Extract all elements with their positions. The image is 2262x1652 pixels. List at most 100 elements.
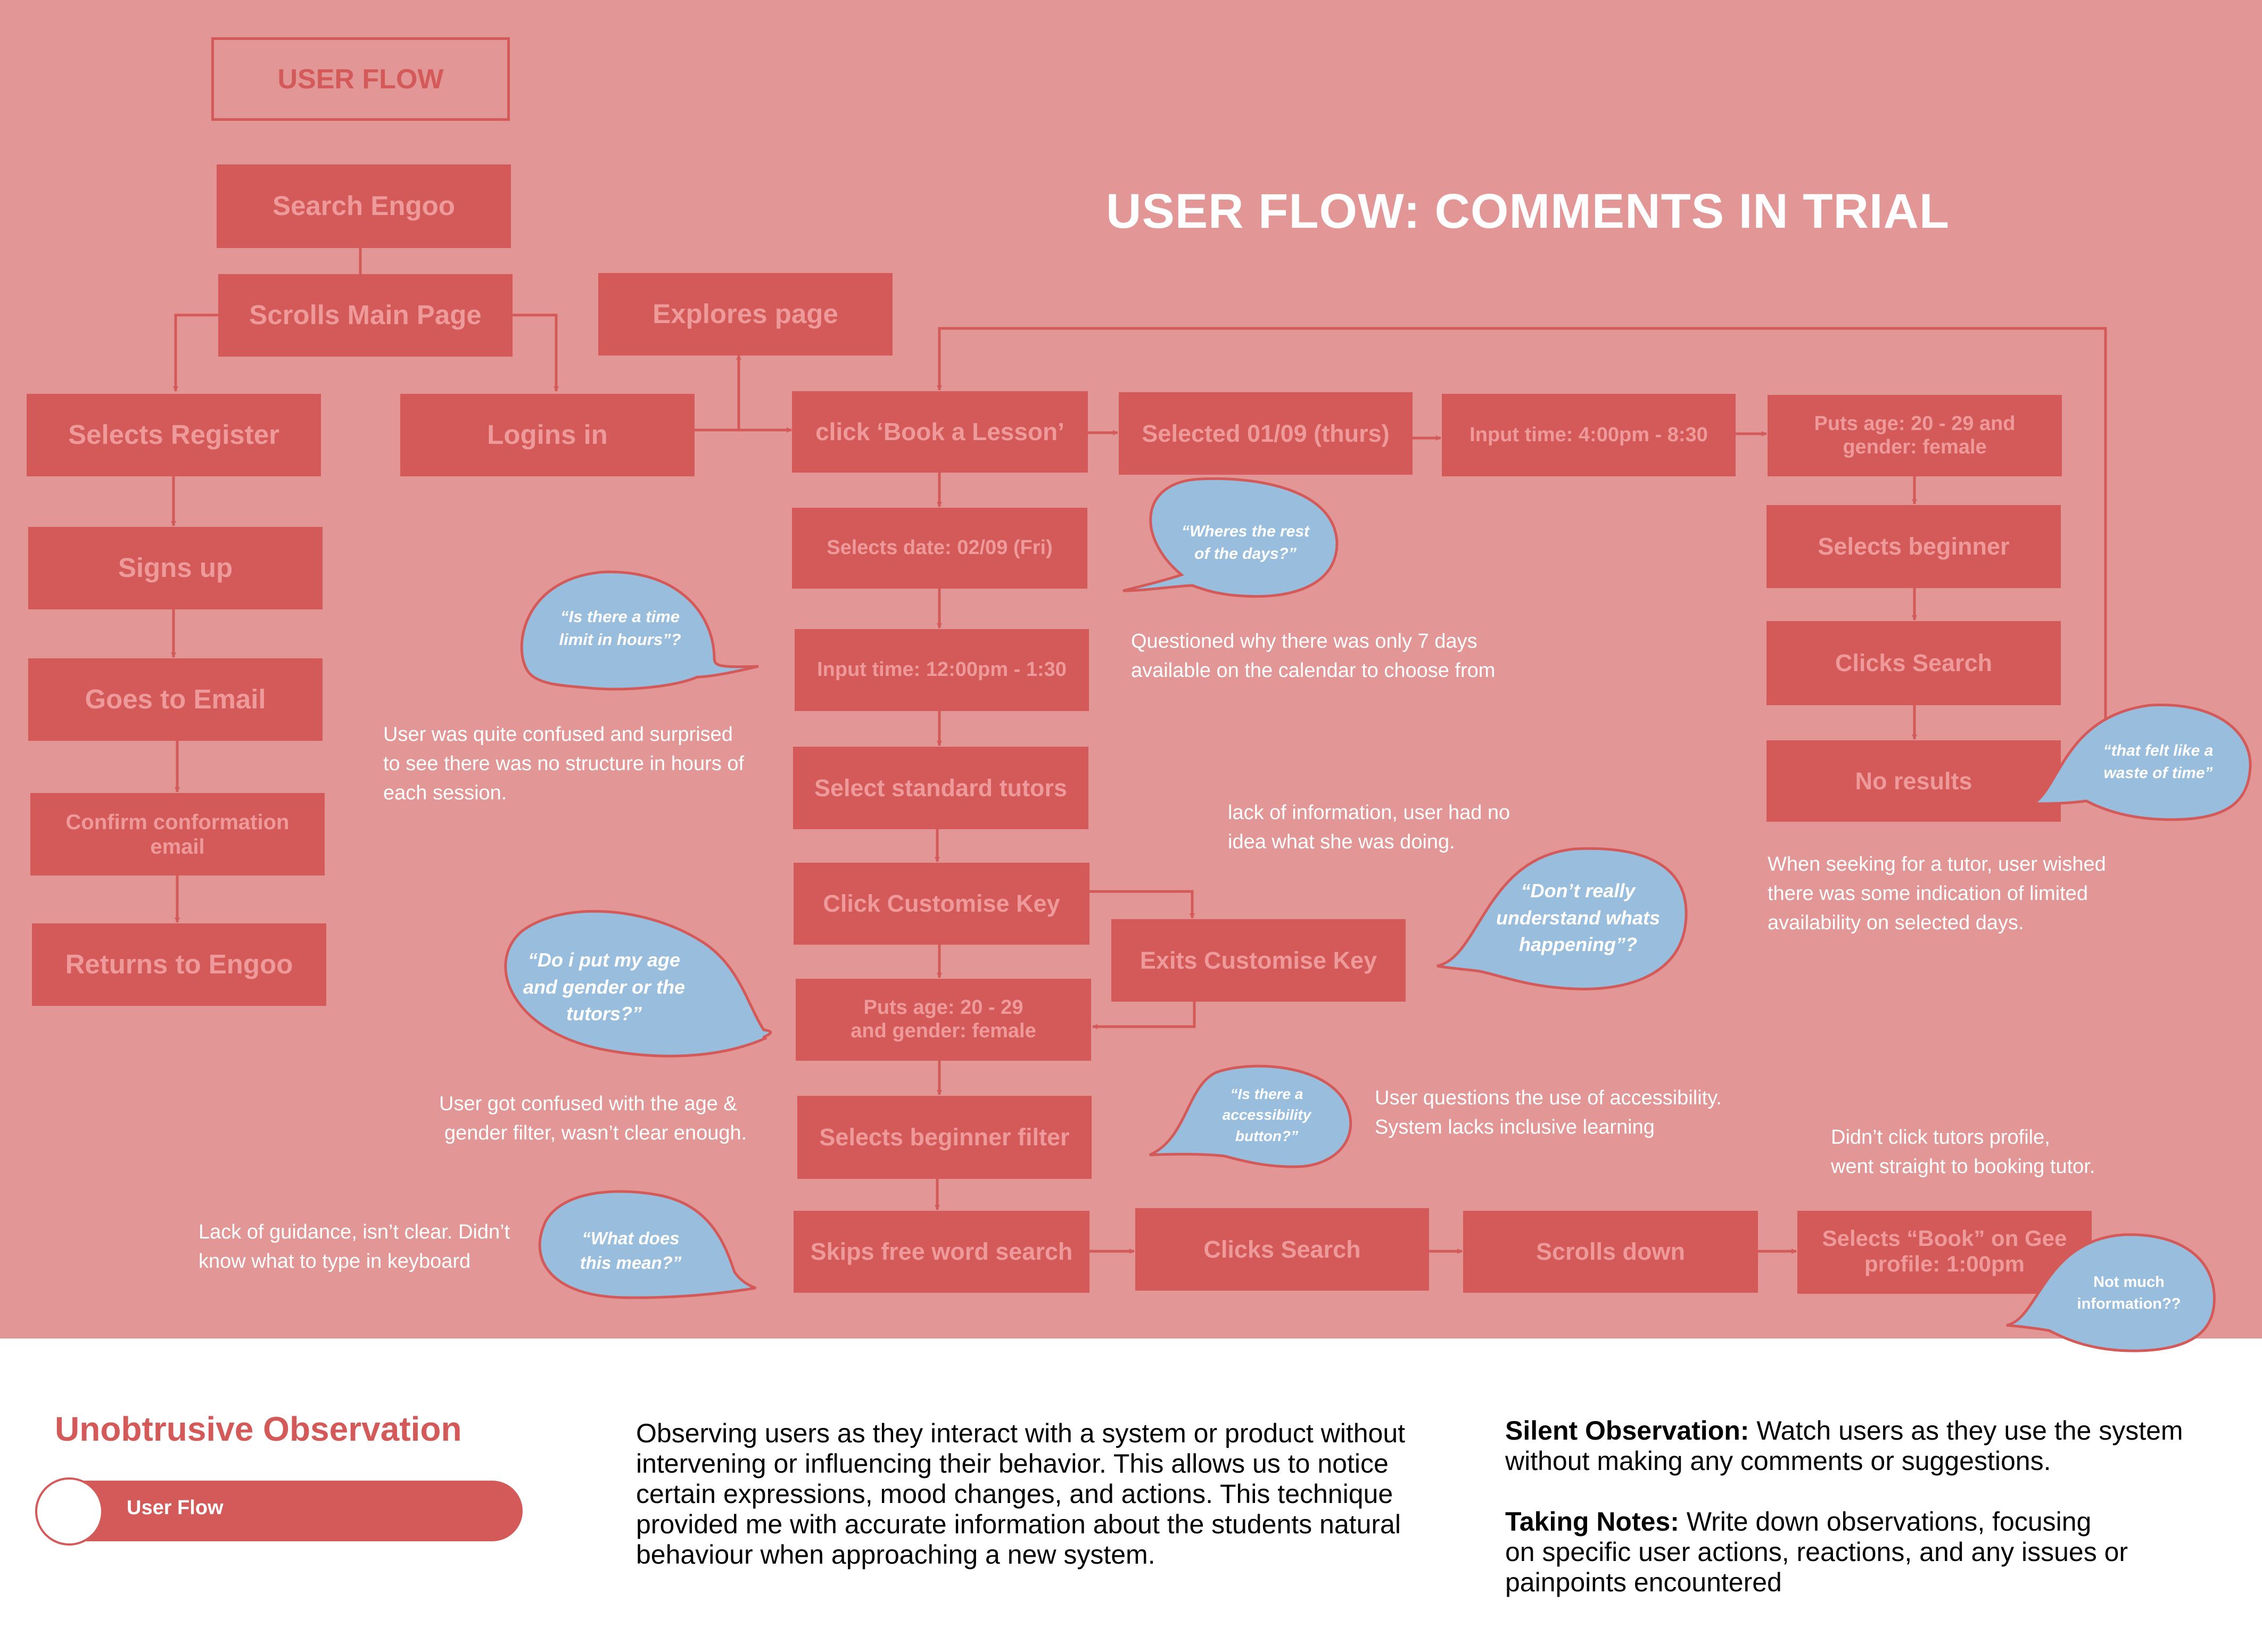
bubble-text-wheres-rest: “Wheres the rest of the days?” <box>1166 511 1325 575</box>
step-label: Selects date: 02/09 (Fri) <box>827 536 1053 559</box>
step-skips-free-word-search: Skips free word search <box>794 1211 1089 1293</box>
bubble-line: “Wheres the rest <box>1181 523 1310 540</box>
step-label: Exits Customise Key <box>1140 946 1377 974</box>
step-click-customise-key: Click Customise Key <box>794 863 1089 945</box>
step-input-time-12pm: Input time: 12:00pm - 1:30 <box>795 629 1089 711</box>
bubble-text-not-much: Not much information?? <box>2060 1259 2198 1328</box>
bubble-line: “Don’t really <box>1521 880 1636 902</box>
silent-observation-text: Watch users as they use the system <box>1749 1416 2183 1446</box>
bubble-line: “What does <box>582 1228 680 1248</box>
step-label: Search Engoo <box>273 191 455 221</box>
step-label-line: Selects “Book” on Gee <box>1822 1226 2067 1251</box>
step-selects-book-gee: Selects “Book” on Gee profile: 1:00pm <box>1797 1211 2092 1294</box>
bubble-line: understand whats <box>1496 906 1661 929</box>
bubble-line: information?? <box>2077 1295 2181 1312</box>
step-label: Selects beginner filter <box>819 1124 1070 1151</box>
note-line: idea what she was doing. <box>1228 831 1455 853</box>
note-accessibility: User questions the use of accessibility.… <box>1375 1084 1722 1142</box>
bubble-line: tutors?” <box>566 1003 642 1025</box>
bubble-line: Not much <box>2093 1274 2165 1291</box>
note-guidance: Lack of guidance, isn’t clear. Didn’t kn… <box>199 1218 510 1276</box>
taking-notes-term: Taking Notes: <box>1505 1507 1679 1537</box>
step-scrolls-main-page: Scrolls Main Page <box>218 274 513 357</box>
footer-description: Observing users as they interact with a … <box>636 1418 1405 1570</box>
step-label: Scrolls down <box>1535 1238 1686 1266</box>
step-label: Input time: 4:00pm - 8:30 <box>1470 423 1708 446</box>
user-flow-label-box: USER FLOW <box>211 37 510 121</box>
step-label: No results <box>1855 767 1972 795</box>
step-label: Clicks Search <box>1835 649 1993 677</box>
bubble-line: limit in hours”? <box>559 630 681 649</box>
note-line: User was quite confused and surprised <box>383 723 733 746</box>
pill-label: User Flow <box>127 1497 224 1519</box>
bubble-line: “that felt like a <box>2103 742 2214 759</box>
step-label: click ‘Book a Lesson’ <box>815 418 1064 446</box>
silent-observation-text: without making any comments or suggestio… <box>1505 1446 2051 1476</box>
step-selects-register: Selects Register <box>27 394 321 476</box>
note-line: gender filter, wasn’t clear enough. <box>444 1122 747 1144</box>
step-selected-0109: Selected 01/09 (thurs) <box>1119 392 1413 475</box>
note-seven-days: Questioned why there was only 7 days ava… <box>1131 627 1495 685</box>
step-label: Goes to Email <box>85 684 266 715</box>
step-label-line: profile: 1:00pm <box>1864 1251 2025 1277</box>
taking-notes-text: on specific user actions, reactions, and… <box>1505 1537 2128 1567</box>
step-selects-date-0209: Selects date: 02/09 (Fri) <box>792 508 1087 589</box>
speech-bubble-wheres-rest <box>1122 477 1339 598</box>
step-label: Signs up <box>118 552 233 583</box>
step-clicks-search-right: Clicks Search <box>1766 621 2061 705</box>
bubble-text-accessibility: “Is there a accessibility button?” <box>1198 1078 1336 1152</box>
step-logins-in: Logins in <box>400 394 695 476</box>
note-availability: When seeking for a tutor, user wished th… <box>1768 850 2106 938</box>
step-label-line: Puts age: 20 - 29 <box>863 996 1023 1019</box>
user-flow-label: USER FLOW <box>277 63 444 95</box>
speech-bubble-time-limit <box>520 571 759 691</box>
bubble-text-waste-of-time: “that felt like a waste of time” <box>2078 730 2238 794</box>
note-line: User got confused with the age & <box>439 1093 737 1115</box>
description-line: Observing users as they interact with a … <box>636 1418 1406 1448</box>
step-signs-up: Signs up <box>28 527 323 609</box>
bubble-text-age-gender: “Do i put my age and gender or the tutor… <box>508 942 700 1032</box>
step-puts-age-center: Puts age: 20 - 29 and gender: female <box>796 979 1091 1061</box>
step-confirm-email: Confirm conformation email <box>30 793 325 875</box>
step-click-book-lesson: click ‘Book a Lesson’ <box>792 391 1088 473</box>
footer-techniques: Silent Observation: Watch users as they … <box>1505 1416 2183 1598</box>
arrow-customise-to-exits <box>1089 890 1195 919</box>
note-line: there was some indication of limited <box>1768 882 2088 905</box>
step-label: Explores page <box>653 299 838 329</box>
step-label: Selects Register <box>68 419 279 450</box>
taking-notes-text: Write down observations, focusing <box>1679 1507 2092 1537</box>
arrow-scroll-to-register <box>173 313 220 392</box>
step-scrolls-down: Scrolls down <box>1463 1211 1758 1293</box>
note-line: Didn’t click tutors profile, <box>1831 1126 2050 1149</box>
step-label: Skips free word search <box>810 1238 1073 1266</box>
arrow-scroll-to-logins <box>512 313 559 392</box>
footer-title: Unobtrusive Observation <box>55 1410 462 1448</box>
bubble-line: button?” <box>1235 1127 1299 1144</box>
user-flow-pill <box>35 1481 523 1541</box>
step-goes-to-email: Goes to Email <box>28 658 323 741</box>
spacer <box>1505 1476 2183 1507</box>
speech-bubble-waste-of-time <box>2028 703 2252 821</box>
step-explores-page: Explores page <box>598 273 893 356</box>
note-line: available on the calendar to choose from <box>1131 659 1496 682</box>
step-label: Clicks Search <box>1203 1235 1361 1263</box>
note-line: know what to type in keyboard <box>199 1250 471 1273</box>
step-returns-to-engoo: Returns to Engoo <box>32 923 326 1006</box>
bubble-line: this mean?” <box>580 1253 682 1273</box>
step-label: Logins in <box>487 419 608 450</box>
silent-observation-line: Silent Observation: Watch users as they … <box>1505 1416 2183 1446</box>
description-line: intervening or influencing their behavio… <box>636 1449 1389 1478</box>
taking-notes-line: Taking Notes: Write down observations, f… <box>1505 1507 2183 1537</box>
step-label-line: and gender: female <box>851 1020 1036 1042</box>
speech-bubble-not-much <box>2006 1233 2216 1352</box>
bubble-line: waste of time” <box>2103 764 2213 782</box>
taking-notes-text: painpoints encountered <box>1505 1567 1782 1597</box>
bubble-line: “Is there a time <box>560 607 680 626</box>
note-line: System lacks inclusive learning <box>1375 1116 1655 1138</box>
step-label: Selected 01/09 (thurs) <box>1142 419 1390 447</box>
bubble-line: and gender or the <box>523 976 686 998</box>
bubble-text-dont-understand: “Don’t really understand whats happening… <box>1482 873 1674 963</box>
note-line: each session. <box>383 782 507 804</box>
note-line: Questioned why there was only 7 days <box>1131 630 1477 652</box>
